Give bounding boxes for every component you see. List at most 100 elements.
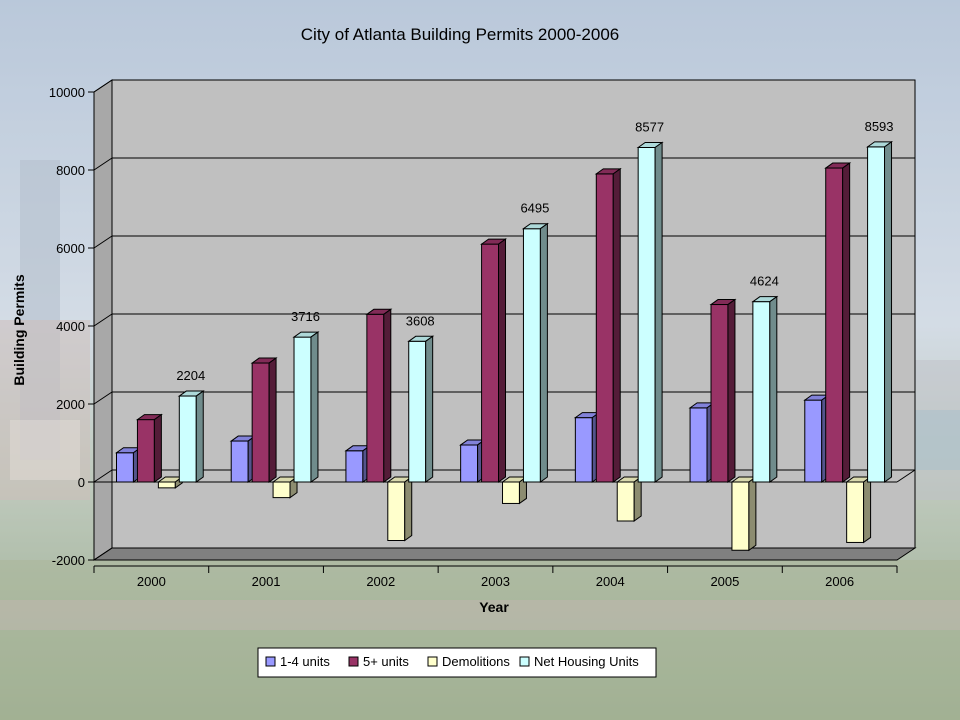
bar-1-4-units-2001 <box>229 435 257 483</box>
bar-front <box>804 399 823 483</box>
data-label: 2204 <box>176 368 205 383</box>
data-label: 3716 <box>291 309 320 324</box>
bar-front <box>731 481 750 551</box>
data-label: 8593 <box>865 119 894 134</box>
bar-front <box>345 450 364 483</box>
bars <box>114 140 894 552</box>
bar-5-units-2001 <box>250 357 278 483</box>
y-tick-label: 10000 <box>49 85 85 100</box>
bar-side <box>268 357 277 483</box>
legend-label-1-4-units: 1-4 units <box>280 654 330 669</box>
legend-swatch-5-units <box>348 656 359 667</box>
x-tick-label: 2000 <box>137 574 166 589</box>
bar-side <box>195 390 204 483</box>
bar-net-housing-units-2001 <box>292 331 320 483</box>
x-tick-label: 2005 <box>710 574 739 589</box>
y-tick-label: 2000 <box>56 397 85 412</box>
bar-1-4-units-2004 <box>573 411 601 483</box>
gridline-side <box>93 547 113 561</box>
bar-side <box>310 331 319 483</box>
bar-front <box>408 340 427 483</box>
gridline-side <box>93 391 113 405</box>
legend-swatch-1-4-units <box>265 656 276 667</box>
y-axis: 10000 8000 6000 4000 2000 0 -2000 <box>49 85 95 568</box>
data-label: 3608 <box>406 313 435 328</box>
bar-side <box>425 335 434 483</box>
bar-demolitions-2002 <box>386 476 414 542</box>
bar-front <box>251 362 270 483</box>
data-label: 8577 <box>635 119 664 134</box>
bar-front <box>293 336 312 483</box>
x-tick-label: 2004 <box>596 574 625 589</box>
gridline-side <box>93 313 113 327</box>
gridline-side <box>93 79 113 93</box>
x-tick-label: 2002 <box>366 574 395 589</box>
y-tick-label: 6000 <box>56 241 85 256</box>
bar-side <box>539 222 548 483</box>
gridline-side <box>93 235 113 249</box>
x-axis: 2000 2001 2002 2003 2004 2005 2006 <box>93 565 898 589</box>
bar-front <box>116 452 134 483</box>
bar-demolitions-2000 <box>156 476 184 489</box>
bar-side <box>727 298 736 483</box>
bar-1-4-units-2006 <box>803 394 831 483</box>
bar-front <box>460 444 479 483</box>
gridline-side <box>93 157 113 171</box>
bar-side <box>498 238 507 483</box>
bar-front <box>178 395 197 483</box>
bar-front <box>867 146 886 483</box>
bar-net-housing-units-2002 <box>407 335 435 483</box>
bar-side <box>153 413 162 483</box>
data-label: 6495 <box>520 201 549 216</box>
bar-net-housing-units-2004 <box>636 141 664 483</box>
bar-front <box>846 481 865 543</box>
legend-swatch-net-housing-units <box>519 656 530 667</box>
y-tick-label: 0 <box>78 475 85 490</box>
bar-5-units-2004 <box>594 167 622 483</box>
bar-demolitions-2004 <box>615 476 643 522</box>
plot-floor <box>92 547 917 561</box>
data-label: 4624 <box>750 274 779 289</box>
bar-front <box>752 301 771 483</box>
bar-demolitions-2003 <box>500 476 529 505</box>
bar-net-housing-units-2000 <box>177 390 205 483</box>
bar-side <box>748 476 757 552</box>
x-tick-label: 2003 <box>481 574 510 589</box>
bar-front <box>689 407 708 483</box>
chart-title: City of Atlanta Building Permits 2000-20… <box>301 25 619 44</box>
bar-side <box>863 476 872 544</box>
y-tick-label: -2000 <box>52 553 85 568</box>
bar-5-units-2003 <box>480 238 508 483</box>
bar-side <box>383 308 392 483</box>
bar-front <box>157 481 176 489</box>
y-tick-label: 4000 <box>56 319 85 334</box>
bar-front <box>637 146 656 483</box>
legend-box <box>257 647 657 678</box>
legend: 1-4 units 5+ units Demolitions Net Housing … <box>257 647 657 678</box>
legend-label-5-units: 5+ units <box>363 654 409 669</box>
bar-1-4-units-2000 <box>114 446 142 483</box>
bar-side <box>404 476 413 542</box>
bar-front <box>387 481 406 541</box>
legend-swatch-demolitions <box>427 656 438 667</box>
x-tick-label: 2001 <box>252 574 281 589</box>
bar-front <box>710 304 729 483</box>
bar-front <box>595 173 614 483</box>
x-tick-label: 2006 <box>825 574 854 589</box>
bar-demolitions-2001 <box>271 476 299 499</box>
bar-front <box>502 481 520 504</box>
bar-front <box>272 481 291 499</box>
bar-front <box>366 313 385 483</box>
bar-front <box>574 417 593 483</box>
bar-net-housing-units-2005 <box>751 295 779 483</box>
bar-5-units-2006 <box>824 162 852 483</box>
bar-side <box>612 167 621 483</box>
bar-5-units-2000 <box>135 413 163 483</box>
bar-demolitions-2005 <box>730 476 758 552</box>
y-tick-label: 8000 <box>56 163 85 178</box>
zero-line-depth <box>896 469 916 483</box>
y-axis-title: Building Permits <box>11 274 27 385</box>
data-labels: 2204 3716 3608 6495 8577 4624 8593 <box>176 119 893 383</box>
bar-5-units-2002 <box>365 308 393 483</box>
